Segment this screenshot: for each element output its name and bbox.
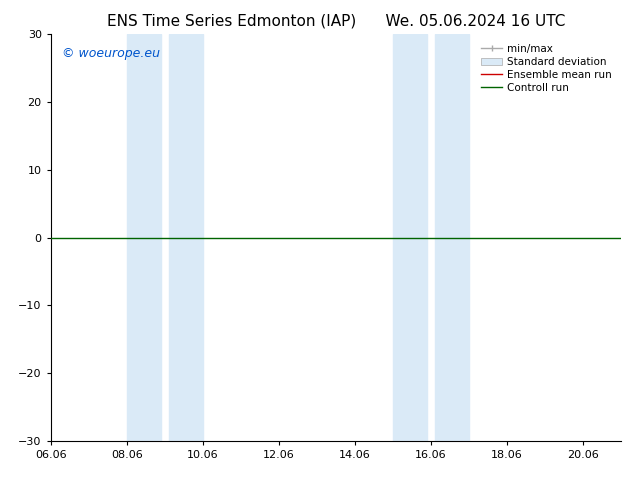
Legend: min/max, Standard deviation, Ensemble mean run, Controll run: min/max, Standard deviation, Ensemble me… [477,40,616,97]
Bar [393,34,427,441]
Bar [127,34,161,441]
Bar [435,34,469,441]
Title: ENS Time Series Edmonton (IAP)      We. 05.06.2024 16 UTC: ENS Time Series Edmonton (IAP) We. 05.06… [107,14,565,29]
Text: © woeurope.eu: © woeurope.eu [62,47,160,59]
Bar [169,34,203,441]
